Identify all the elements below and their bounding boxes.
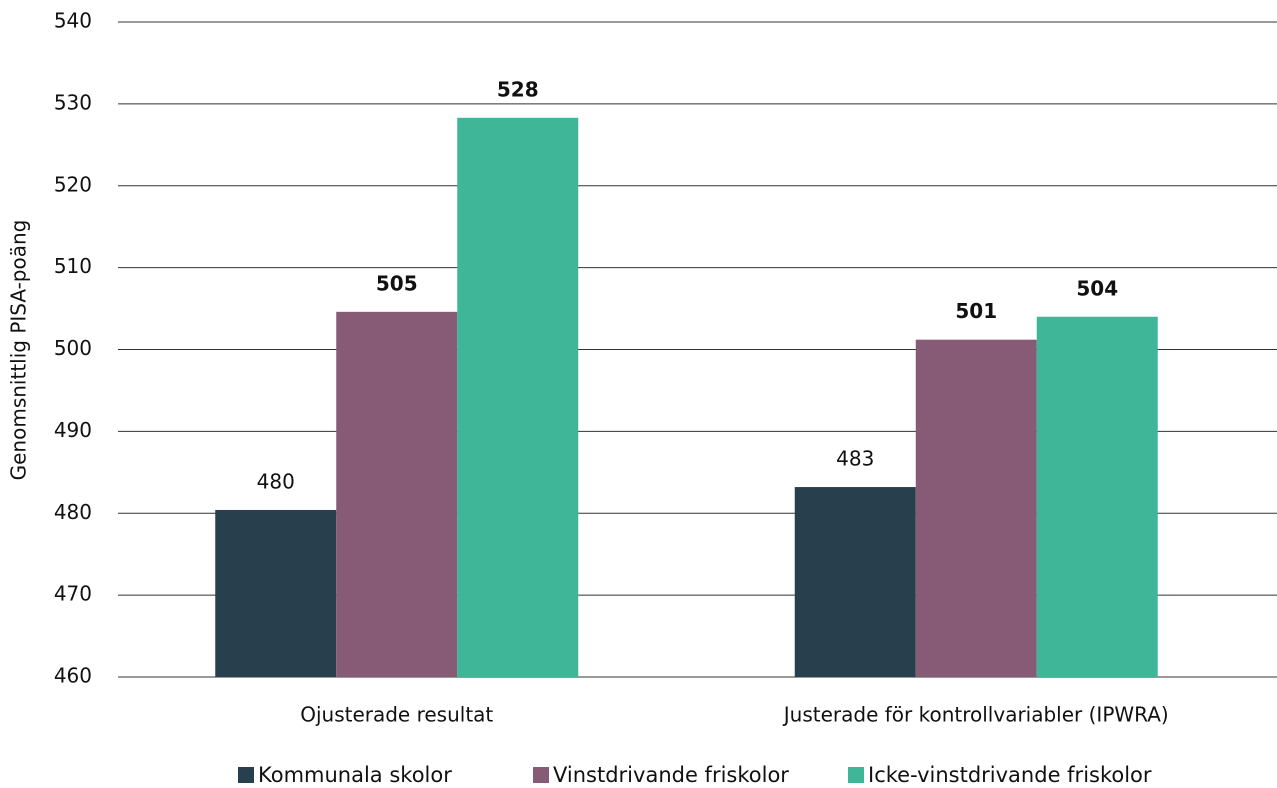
bar bbox=[215, 509, 337, 677]
bar bbox=[915, 339, 1037, 677]
legend-text: Kommunala skolor bbox=[258, 763, 452, 787]
y-tick-label: 490 bbox=[54, 418, 92, 442]
bar bbox=[457, 117, 579, 677]
y-axis-title: Genomsnittlig PISA-poäng bbox=[7, 220, 31, 481]
bar bbox=[1036, 316, 1158, 677]
x-tick-label: Justerade för kontrollvariabler (IPWRA) bbox=[782, 703, 1169, 727]
legend-text: Vinstdrivande friskolor bbox=[553, 763, 789, 787]
bar bbox=[336, 311, 458, 677]
value-label: 483 bbox=[836, 447, 874, 471]
y-tick-label: 460 bbox=[54, 664, 92, 688]
value-label: 528 bbox=[497, 77, 539, 101]
y-tick-label: 470 bbox=[54, 582, 92, 606]
y-tick-label: 500 bbox=[54, 336, 92, 360]
y-tick-label: 520 bbox=[54, 172, 92, 196]
bar bbox=[794, 487, 916, 677]
value-label: 501 bbox=[955, 299, 997, 323]
legend-swatch bbox=[533, 767, 549, 783]
y-tick-label: 510 bbox=[54, 254, 92, 278]
legend-swatch bbox=[238, 767, 254, 783]
y-tick-label: 530 bbox=[54, 90, 92, 114]
value-label: 504 bbox=[1076, 276, 1118, 300]
y-tick-label: 480 bbox=[54, 500, 92, 524]
value-label: 480 bbox=[257, 469, 295, 493]
legend-text: Icke-vinstdrivande friskolor bbox=[868, 763, 1152, 787]
x-tick-label: Ojusterade resultat bbox=[300, 703, 493, 727]
legend-swatch bbox=[848, 767, 864, 783]
y-tick-label: 540 bbox=[54, 9, 92, 33]
value-label: 505 bbox=[376, 271, 418, 295]
